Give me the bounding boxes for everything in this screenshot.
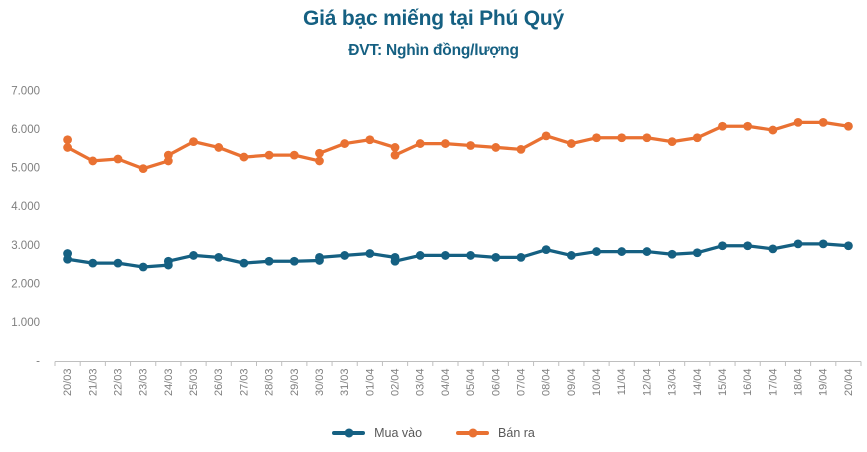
svg-text:21/03: 21/03 — [87, 369, 99, 397]
svg-text:14/04: 14/04 — [692, 369, 704, 397]
svg-text:11/04: 11/04 — [616, 369, 628, 396]
svg-text:12/04: 12/04 — [641, 369, 653, 397]
svg-text:7.000: 7.000 — [11, 86, 40, 98]
svg-text:20/03: 20/03 — [62, 369, 74, 397]
svg-text:19/04: 19/04 — [818, 369, 830, 397]
svg-text:01/04: 01/04 — [364, 369, 376, 397]
svg-text:04/04: 04/04 — [440, 369, 452, 397]
svg-text:26/03: 26/03 — [213, 369, 225, 397]
svg-text:22/03: 22/03 — [112, 369, 124, 397]
svg-text:10/04: 10/04 — [591, 369, 603, 397]
svg-text:13/04: 13/04 — [667, 369, 679, 397]
svg-text:20/04: 20/04 — [843, 369, 855, 397]
svg-text:03/04: 03/04 — [415, 369, 427, 397]
svg-text:09/04: 09/04 — [566, 369, 578, 397]
svg-text:1.000: 1.000 — [11, 317, 40, 329]
svg-text:6.000: 6.000 — [11, 124, 40, 136]
svg-text:16/04: 16/04 — [742, 369, 754, 397]
svg-text:2.000: 2.000 — [11, 278, 40, 290]
chart-unit-label: ĐVT: Nghìn đồng/lượng — [348, 42, 519, 59]
svg-text:02/04: 02/04 — [390, 369, 402, 397]
mua-vao-line-marker-icon — [332, 428, 366, 438]
svg-text:31/03: 31/03 — [339, 369, 351, 397]
legend-item-ban-ra: Bán ra — [456, 426, 535, 440]
svg-text:5.000: 5.000 — [11, 163, 40, 175]
svg-text:30/03: 30/03 — [314, 369, 326, 397]
svg-text:3.000: 3.000 — [11, 240, 40, 252]
svg-text:18/04: 18/04 — [793, 369, 805, 397]
svg-text:28/03: 28/03 — [264, 369, 276, 397]
svg-text:17/04: 17/04 — [767, 369, 779, 397]
legend-label-mua-vao: Mua vào — [374, 426, 423, 440]
svg-text:23/03: 23/03 — [138, 369, 150, 397]
legend-item-mua-vao: Mua vào — [332, 426, 422, 440]
svg-text:08/04: 08/04 — [541, 369, 553, 397]
svg-text:29/03: 29/03 — [289, 369, 301, 397]
svg-text:24/03: 24/03 — [163, 369, 175, 397]
svg-text:27/03: 27/03 — [238, 369, 250, 397]
svg-text:-: - — [36, 356, 40, 368]
svg-text:05/04: 05/04 — [465, 369, 477, 397]
chart-legend: Mua vào Bán ra — [0, 423, 867, 443]
svg-text:4.000: 4.000 — [11, 201, 40, 213]
chart-title: Giá bạc miếng tại Phú Quý — [302, 7, 565, 30]
svg-text:06/04: 06/04 — [490, 369, 502, 397]
legend-label-ban-ra: Bán ra — [498, 426, 535, 440]
svg-text:25/03: 25/03 — [188, 369, 200, 397]
svg-text:15/04: 15/04 — [717, 369, 729, 397]
svg-text:07/04: 07/04 — [515, 369, 527, 397]
ban-ra-line-marker-icon — [456, 428, 490, 438]
